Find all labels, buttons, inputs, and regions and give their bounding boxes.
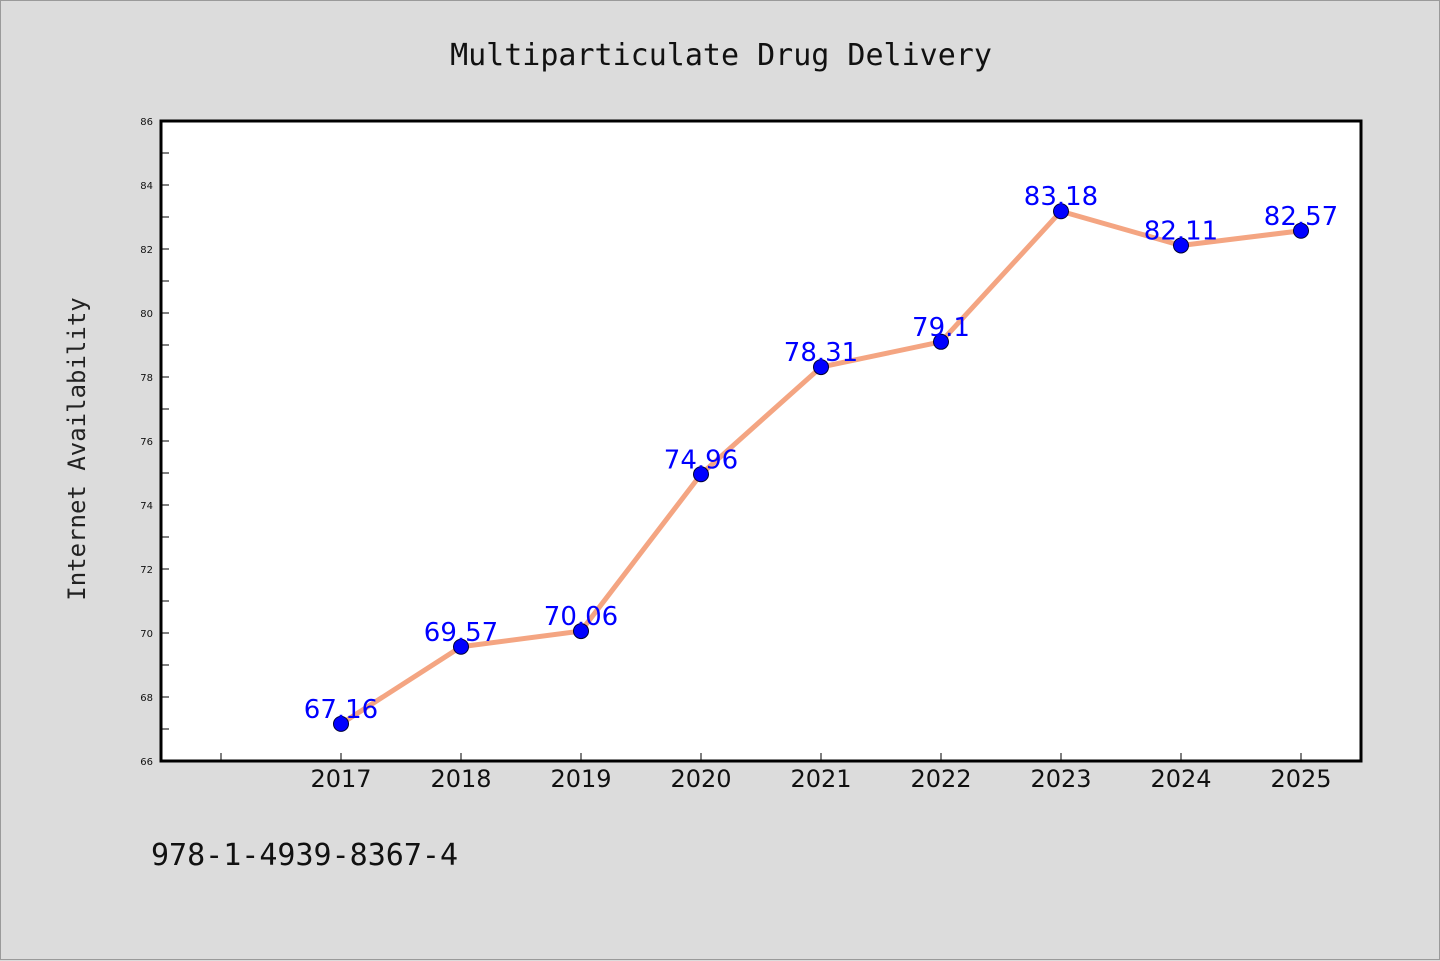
data-label: 82.11 — [1144, 216, 1218, 246]
data-label: 83.18 — [1024, 182, 1098, 212]
data-point — [693, 466, 709, 483]
data-label: 74.96 — [664, 445, 738, 475]
y-axis: 66 68 70 72 74 76 78 80 82 84 86 — [140, 117, 169, 768]
data-point — [813, 359, 829, 376]
x-tick-label: 2024 — [1150, 765, 1211, 793]
data-point — [1173, 237, 1189, 254]
y-tick-label: 78 — [140, 373, 153, 384]
chart-title: Multiparticulate Drug Delivery — [450, 38, 992, 73]
y-tick-label: 76 — [140, 437, 153, 448]
y-tick-label: 74 — [140, 501, 153, 512]
x-tick-label: 2025 — [1270, 765, 1331, 793]
x-tick-label: 2023 — [1030, 765, 1091, 793]
data-point — [933, 333, 949, 350]
plot-area — [159, 119, 1363, 763]
y-tick-label: 70 — [140, 629, 153, 640]
y-axis-label: Internet Availability — [63, 297, 91, 600]
y-tick-label: 68 — [140, 693, 153, 704]
y-tick-label: 72 — [140, 565, 153, 576]
x-tick-label: 2017 — [310, 765, 371, 793]
x-tick-label: 2018 — [430, 765, 491, 793]
data-label: 79.1 — [912, 313, 970, 343]
data-label: 82.57 — [1264, 202, 1338, 232]
data-point — [453, 638, 469, 655]
y-tick-label: 80 — [140, 309, 153, 320]
y-tick-label: 86 — [140, 117, 153, 128]
data-point — [333, 715, 349, 732]
x-tick-label: 2020 — [670, 765, 731, 793]
y-tick-label: 82 — [140, 245, 153, 256]
x-axis: 2017 2018 2019 2020 2021 2022 2023 2024 2025 — [220, 753, 1332, 793]
x-tick-label: 2021 — [790, 765, 851, 793]
data-label: 78.31 — [784, 338, 858, 368]
data-labels: 67.16 69.57 70.06 74.96 78.31 79.1 83.18 82.11 8… — [304, 182, 1338, 725]
x-tick-label: 2019 — [550, 765, 611, 793]
y-tick-label: 84 — [140, 181, 153, 192]
data-label: 67.16 — [304, 695, 378, 725]
data-point — [1293, 222, 1309, 239]
x-tick-label: 2022 — [910, 765, 971, 793]
isbn-text: 978-1-4939-8367-4 — [151, 838, 458, 873]
y-tick-label: 66 — [140, 757, 153, 768]
data-point — [1053, 203, 1069, 220]
data-label: 70.06 — [544, 602, 618, 632]
series-markers — [333, 203, 1309, 732]
data-label: 69.57 — [424, 618, 498, 648]
data-point — [573, 623, 589, 640]
